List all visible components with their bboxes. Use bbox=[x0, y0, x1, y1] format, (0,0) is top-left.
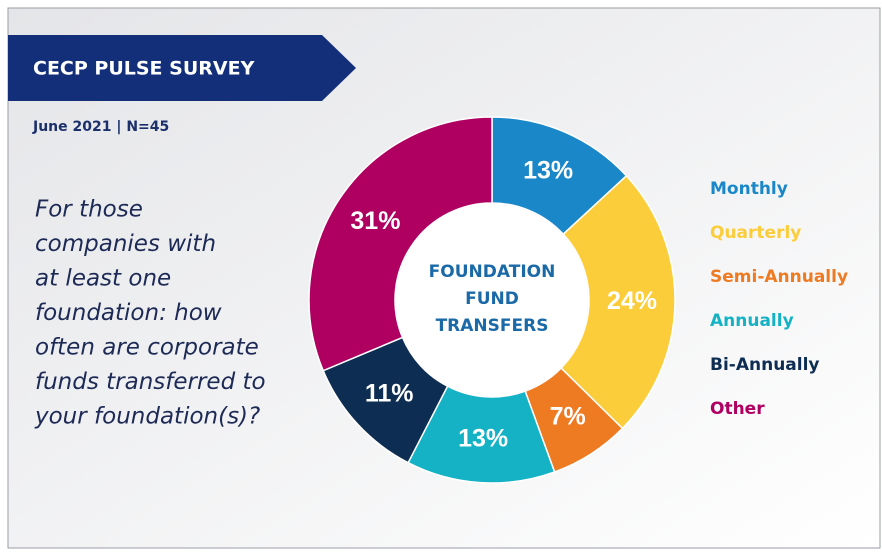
slice bbox=[308, 116, 493, 372]
slice-label: 24% bbox=[607, 287, 657, 315]
slice-label: 11% bbox=[365, 380, 414, 408]
question: For those companies with at least one found… bbox=[34, 197, 266, 430]
center-label: FUND bbox=[465, 289, 519, 309]
legend-entry: Annually bbox=[710, 311, 794, 331]
question-line: foundation: how bbox=[35, 300, 222, 326]
question-line: For those bbox=[35, 197, 143, 223]
question-line: often are corporate bbox=[35, 335, 259, 361]
legend-entry: Semi-Annually bbox=[710, 267, 848, 287]
legend: Monthly Quarterly Semi-Annually Annually Bi-… bbox=[710, 179, 848, 419]
legend-entry: Other bbox=[710, 399, 765, 419]
center-label: FOUNDATION bbox=[429, 262, 556, 282]
slice bbox=[560, 174, 676, 430]
slice-label: 13% bbox=[458, 424, 508, 452]
question-line: funds transferred to bbox=[35, 369, 266, 395]
subtitle: June 2021 | N=45 bbox=[32, 119, 169, 135]
banner-text: CECP PULSE SURVEY bbox=[33, 58, 255, 80]
question-line: your foundation(s)? bbox=[34, 404, 260, 430]
slice-label: 31% bbox=[350, 207, 400, 235]
donut-hole bbox=[396, 204, 588, 396]
banner bbox=[8, 35, 356, 101]
slice-label: 13% bbox=[523, 156, 573, 184]
question-line: at least one bbox=[35, 266, 171, 292]
legend-entry: Bi-Annually bbox=[710, 355, 820, 375]
donut: 13% 24% 7% 13% 11% 31% FOUNDATION FUND TRANSFERS bbox=[308, 116, 676, 484]
center-label: TRANSFERS bbox=[436, 316, 549, 336]
legend-entry: Monthly bbox=[710, 179, 788, 199]
question-line: companies with bbox=[35, 231, 216, 257]
slice-label: 7% bbox=[550, 402, 586, 430]
legend-entry: Quarterly bbox=[710, 223, 801, 243]
